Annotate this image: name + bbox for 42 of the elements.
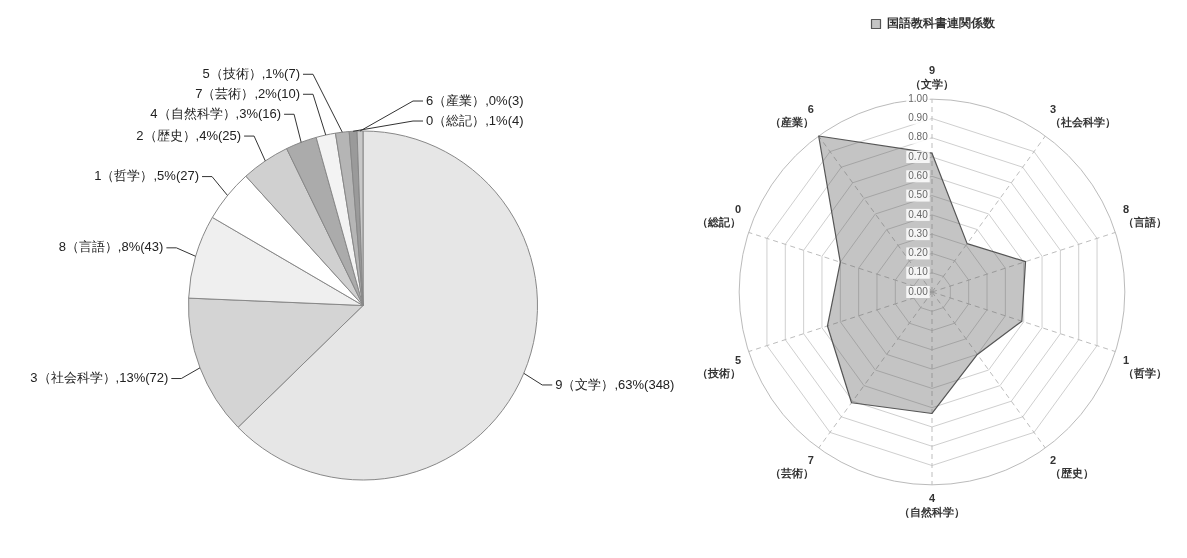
slice-label: 8（言語） xyxy=(58,239,118,255)
y-tick-label: 0.00 xyxy=(908,285,929,297)
data-label: ,2%(10) xyxy=(254,85,301,101)
spoke-label: 9 （文学） xyxy=(910,64,954,91)
spoke-label: 1 （哲学） xyxy=(1123,353,1167,380)
y-tick-label: 0.50 xyxy=(908,189,929,201)
slice-label: 5（技術） xyxy=(202,65,262,81)
y-tick-label: 0.10 xyxy=(908,266,929,278)
slice-label: 3（社会科学） xyxy=(30,370,116,386)
spoke-label: 0 （総記） xyxy=(697,203,741,230)
y-tick-label: 0.20 xyxy=(908,247,929,259)
y-tick-label: 0.30 xyxy=(908,227,929,239)
data-label: ,3%(16) xyxy=(235,105,282,121)
data-label: ,63%(348) xyxy=(614,376,675,392)
slice-label: 2（歴史） xyxy=(136,127,196,143)
data-label: ,4%(25) xyxy=(195,127,242,143)
y-tick-label: 0.90 xyxy=(908,112,929,124)
legend-label: 国語教科書連関係数 xyxy=(886,16,996,31)
slice-label: 0（総記） xyxy=(426,112,486,128)
slice-label: 9（文学） xyxy=(555,376,615,392)
slice-label: 4（自然科学） xyxy=(150,105,236,121)
slice-label: 6（産業） xyxy=(426,92,486,108)
spoke-label: 5 （技術） xyxy=(697,353,741,380)
spoke-label: 6 （産業） xyxy=(769,102,814,129)
data-label: ,8%(43) xyxy=(117,239,164,255)
data-label: ,1%(7) xyxy=(261,65,301,81)
spoke-label: 2 （歴史） xyxy=(1050,454,1095,481)
data-label: ,1%(4) xyxy=(485,112,524,128)
y-tick-label: 0.80 xyxy=(908,131,929,143)
spoke-label: 4 （自然科学） xyxy=(899,492,965,519)
slice-label: 1（哲学） xyxy=(94,168,154,184)
spoke-label: 3 （社会科学） xyxy=(1050,102,1117,129)
spoke-label: 8 （言語） xyxy=(1123,203,1167,230)
y-tick-label: 0.70 xyxy=(908,150,929,162)
y-tick-label: 0.60 xyxy=(908,170,929,182)
y-tick-label: 0.40 xyxy=(908,208,929,220)
data-label: ,0%(3) xyxy=(485,92,524,108)
y-tick-label: 1.00 xyxy=(908,92,929,104)
data-label: ,13%(72) xyxy=(115,370,169,386)
slice-label: 7（芸術） xyxy=(195,85,255,101)
data-label: ,5%(27) xyxy=(153,168,200,184)
spoke-label: 7 （芸術） xyxy=(769,454,814,481)
